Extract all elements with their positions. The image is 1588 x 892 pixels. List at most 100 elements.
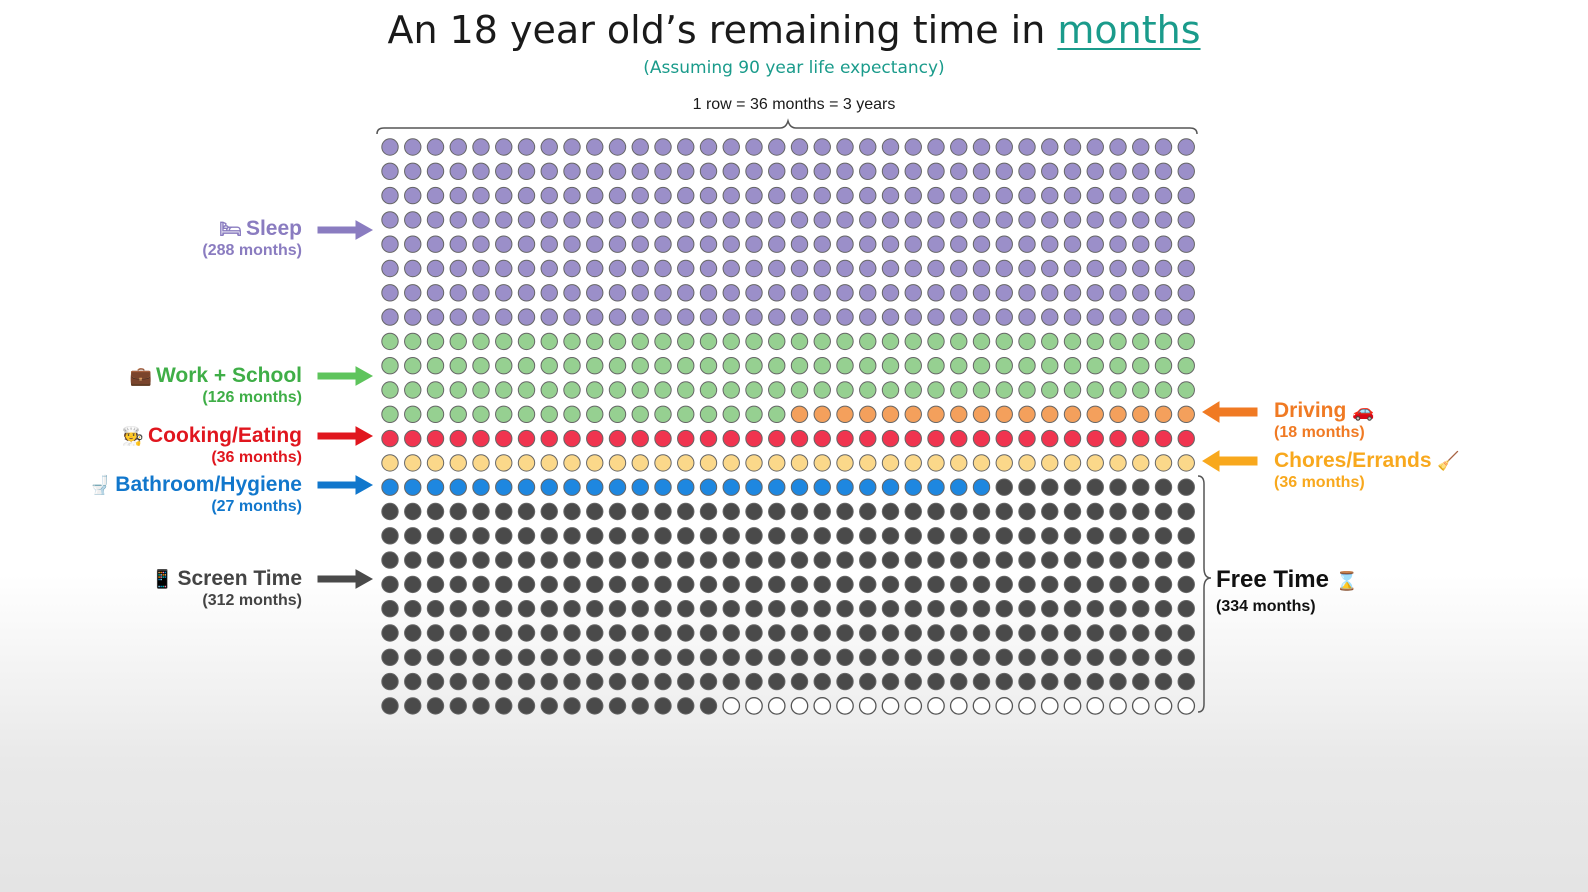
waffle-dot-screen: [859, 648, 877, 666]
waffle-dot-work: [1041, 381, 1059, 399]
waffle-dot-work: [836, 332, 854, 351]
waffle-dot-screen: [1154, 600, 1173, 618]
waffle-dot-screen: [381, 624, 399, 642]
waffle-dot-cooking: [972, 429, 991, 448]
waffle-dot-work: [995, 357, 1013, 375]
waffle-dot-screen: [1109, 575, 1127, 594]
waffle-dot-cooking: [1109, 429, 1127, 448]
waffle-dot-sleep: [1177, 308, 1195, 326]
waffle-dot-screen: [1132, 502, 1150, 521]
waffle-dot-sleep: [426, 308, 445, 326]
waffle-dot-sleep: [1154, 211, 1173, 229]
waffle-dot-work: [426, 381, 445, 399]
cooking-months: (36 months): [211, 449, 302, 466]
waffle-dot-work: [495, 357, 513, 375]
label-driving: Driving 🚗 (18 months): [1274, 400, 1379, 441]
waffle-dot-sleep: [495, 308, 513, 326]
waffle-dot-work: [449, 405, 467, 423]
waffle-dot-screen: [381, 551, 399, 569]
work-name: Work + School: [155, 364, 302, 387]
waffle-dot-sleep: [790, 186, 809, 205]
waffle-dot-work: [813, 332, 831, 351]
waffle-dot-chores: [1041, 454, 1059, 472]
free-months: (334 months): [1216, 598, 1316, 615]
waffle-dot-work: [608, 332, 627, 351]
waffle-dot-sleep: [404, 162, 422, 181]
waffle-dot-free: [813, 697, 832, 715]
waffle-dot-cooking: [495, 429, 513, 448]
waffle-dot-screen: [1132, 600, 1150, 618]
waffle-dot-screen: [563, 697, 581, 715]
waffle-dot-screen: [381, 600, 399, 618]
waffle-dot-free: [1154, 697, 1173, 715]
waffle-dot-cooking: [677, 429, 695, 448]
waffle-dot-work: [563, 332, 581, 351]
work-months: (126 months): [202, 389, 302, 406]
waffle-dot-sleep: [1109, 138, 1127, 156]
waffle-dot-screen: [1177, 624, 1195, 642]
waffle-dot-driving: [950, 405, 968, 423]
waffle-dot-bathroom: [813, 478, 831, 496]
waffle-dot-screen: [563, 527, 581, 545]
waffle-dot-screen: [608, 551, 627, 569]
waffle-dot-sleep: [745, 211, 763, 229]
waffle-dot-screen: [1041, 527, 1059, 545]
waffle-dot-chores: [972, 454, 991, 472]
waffle-dot-screen: [1154, 527, 1173, 545]
waffle-dot-work: [950, 381, 968, 399]
waffle-dot-screen: [495, 672, 513, 691]
waffle-dot-cooking: [1154, 429, 1173, 448]
waffle-dot-screen: [677, 624, 695, 642]
waffle-dot-work: [495, 381, 513, 399]
waffle-dot-driving: [1132, 405, 1150, 423]
waffle-dot-screen: [631, 551, 649, 569]
waffle-dot-screen: [517, 648, 536, 666]
waffle-dot-work: [1154, 357, 1173, 375]
briefcase-icon: 💼: [129, 366, 152, 386]
waffle-dot-sleep: [586, 235, 604, 253]
waffle-dot-sleep: [1063, 259, 1082, 278]
waffle-dot-sleep: [927, 138, 945, 156]
waffle-dot-screen: [836, 551, 854, 569]
waffle-dot-sleep: [608, 138, 627, 156]
waffle-dot-screen: [677, 648, 695, 666]
waffle-dot-work: [472, 381, 490, 399]
waffle-dot-screen: [563, 502, 581, 521]
waffle-dot-sleep: [745, 284, 763, 302]
waffle-dot-screen: [1177, 600, 1195, 618]
waffle-dot-cooking: [404, 429, 422, 448]
waffle-dot-chores: [586, 454, 604, 472]
screen-months: (312 months): [202, 592, 302, 609]
waffle-dot-cooking: [449, 429, 467, 448]
waffle-dot-sleep: [904, 138, 922, 156]
waffle-dot-work: [449, 381, 467, 399]
bed-icon: 🛏: [219, 219, 242, 239]
waffle-dot-screen: [881, 600, 900, 618]
waffle-dot-sleep: [768, 259, 786, 278]
waffle-dot-sleep: [608, 162, 627, 181]
waffle-dot-screen: [586, 502, 604, 521]
waffle-dot-chores: [722, 454, 740, 472]
waffle-dot-sleep: [836, 235, 854, 253]
waffle-dot-screen: [1018, 551, 1036, 569]
waffle-dot-screen: [677, 672, 695, 691]
waffle-dot-work: [1154, 332, 1173, 351]
waffle-dot-work: [517, 381, 536, 399]
arrow-bathroom: [317, 475, 374, 495]
label-cooking: 🧑‍🍳 Cooking/Eating (36 months): [122, 425, 302, 466]
waffle-dot-screen: [563, 600, 581, 618]
waffle-dot-sleep: [1041, 284, 1059, 302]
waffle-dot-sleep: [881, 308, 900, 326]
waffle-dot-sleep: [563, 259, 581, 278]
waffle-dot-bathroom: [677, 478, 695, 496]
waffle-dot-sleep: [768, 308, 786, 326]
waffle-dot-sleep: [404, 259, 422, 278]
waffle-dot-screen: [881, 575, 900, 594]
waffle-dot-cooking: [1132, 429, 1150, 448]
waffle-dot-sleep: [540, 138, 558, 156]
waffle-dot-screen: [449, 551, 467, 569]
waffle-dot-screen: [540, 551, 558, 569]
waffle-dot-driving: [813, 405, 831, 423]
waffle-dot-sleep: [1063, 138, 1082, 156]
waffle-dot-driving: [972, 405, 991, 423]
